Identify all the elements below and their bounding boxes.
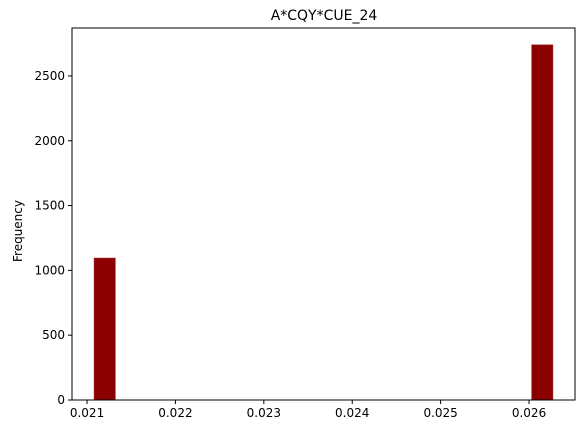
- plot-frame: [71, 27, 576, 401]
- y-tick-label: 0: [57, 393, 65, 407]
- y-axis-label: Frequency: [11, 200, 25, 262]
- y-tick-label: 2500: [34, 69, 65, 83]
- y-axis-ticks: 0 500 1000 1500 2000 2500: [34, 69, 72, 407]
- x-tick-label: 0.023: [247, 406, 281, 420]
- histogram-bar-0: [93, 257, 116, 401]
- x-axis-ticks: 0.021 0.022 0.023 0.024 0.025 0.026: [70, 400, 546, 420]
- bars-group: [93, 44, 554, 401]
- y-tick-label: 500: [42, 328, 65, 342]
- y-tick-label: 1000: [34, 263, 65, 277]
- x-tick-label: 0.025: [423, 406, 457, 420]
- y-tick-label: 1500: [34, 199, 65, 213]
- histogram-bar-1: [531, 44, 554, 401]
- chart-title: A*CQY*CUE_24: [271, 8, 378, 24]
- x-tick-label: 0.022: [158, 406, 192, 420]
- x-tick-label: 0.024: [335, 406, 369, 420]
- x-tick-label: 0.026: [512, 406, 546, 420]
- x-tick-label: 0.021: [70, 406, 104, 420]
- y-tick-label: 2000: [34, 134, 65, 148]
